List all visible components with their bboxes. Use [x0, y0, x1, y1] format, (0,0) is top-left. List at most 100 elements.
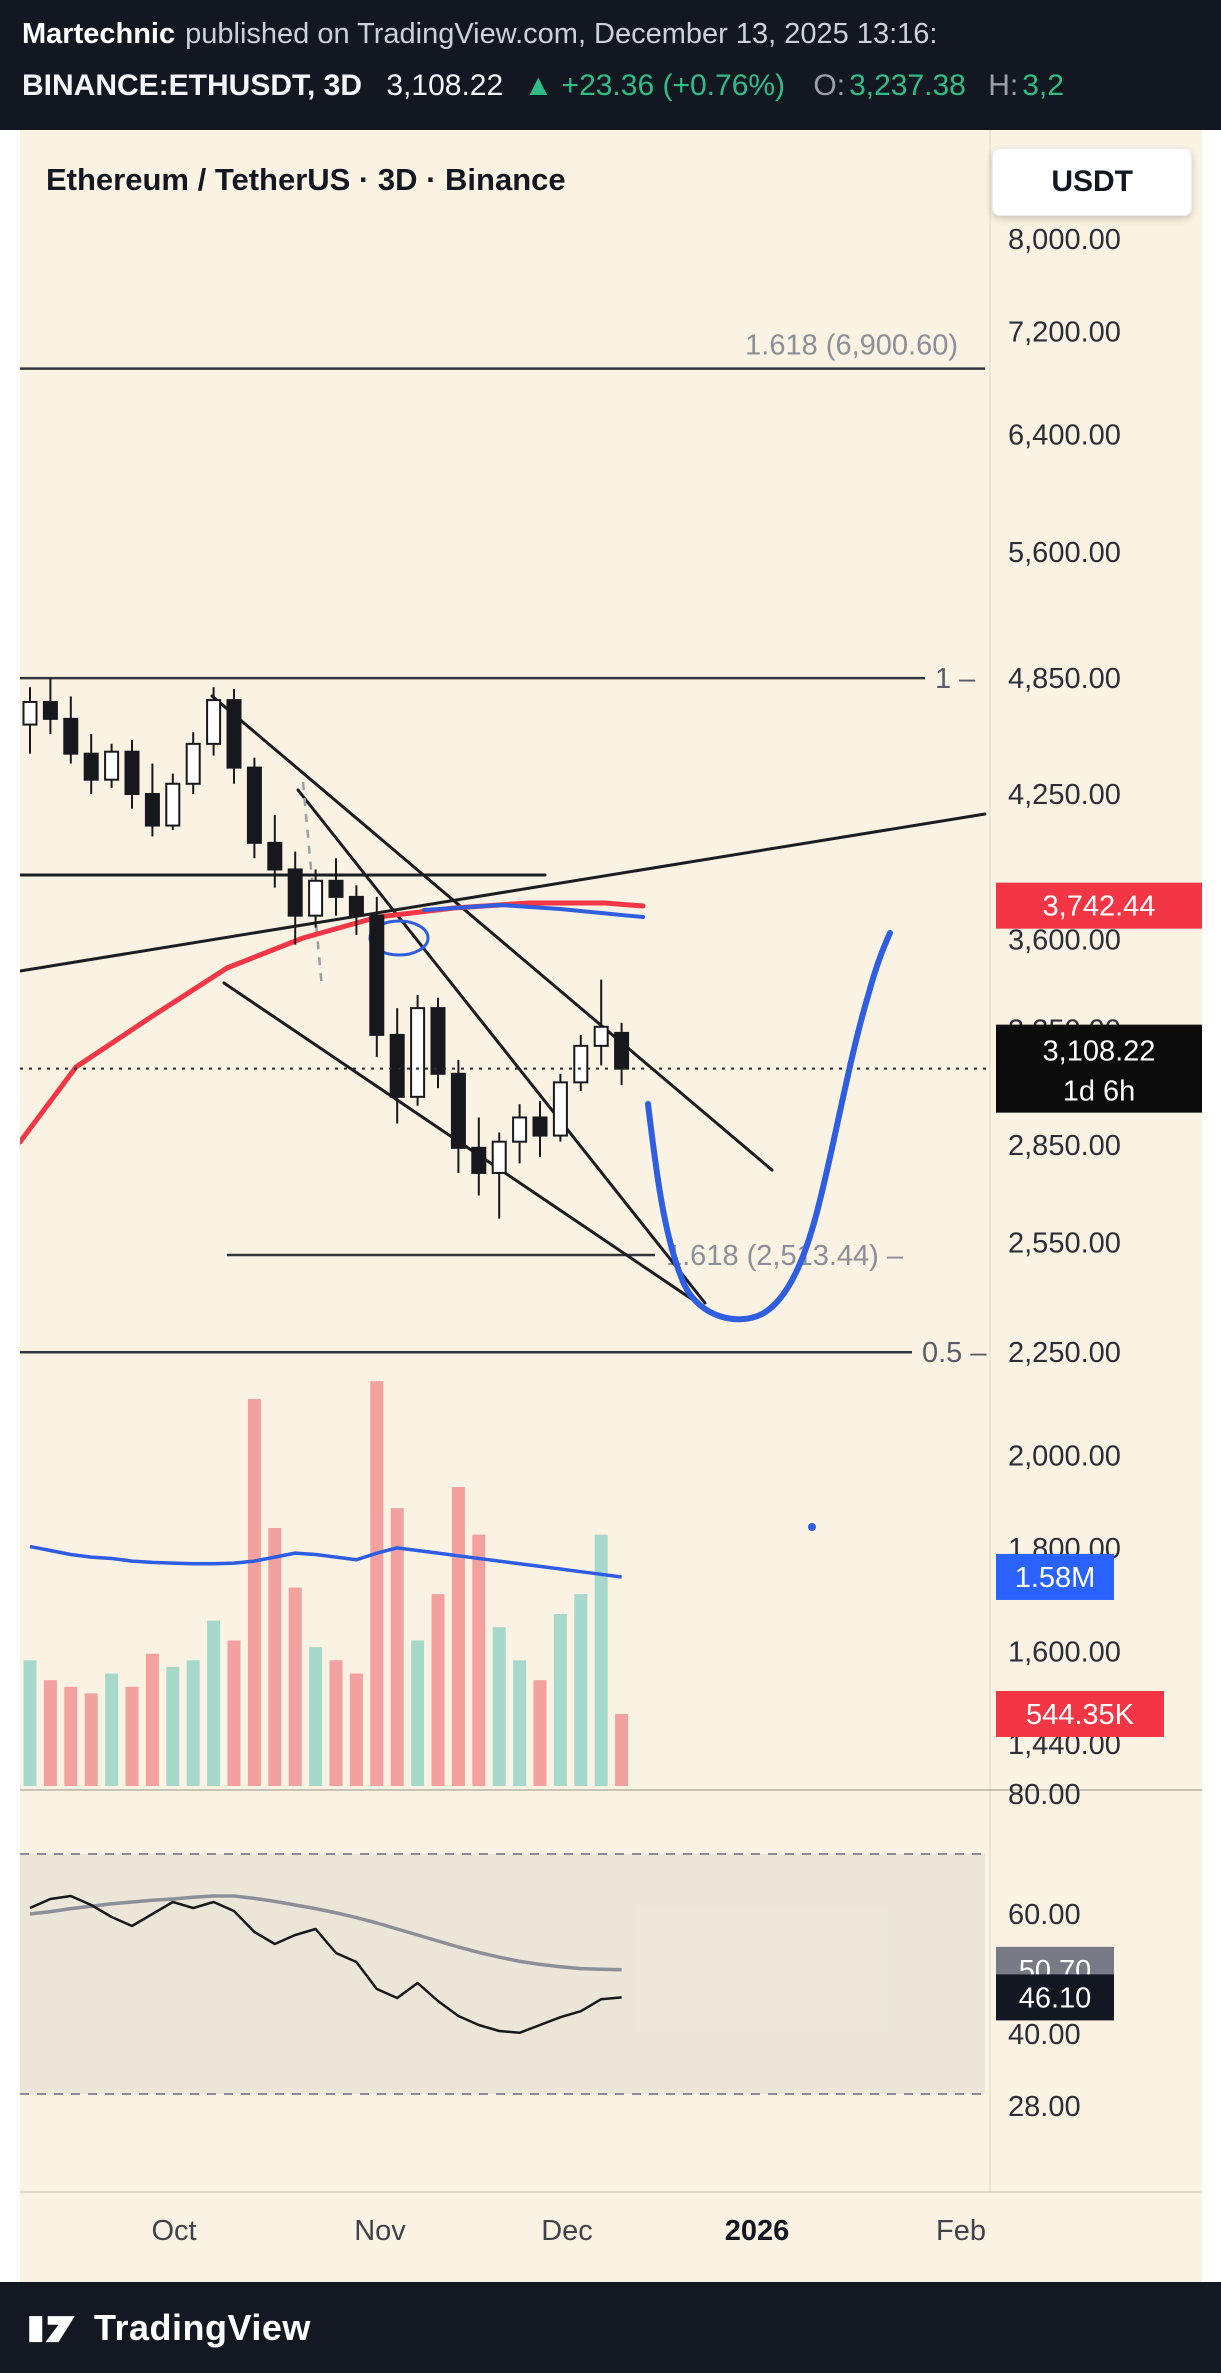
time-axis-label: Oct [151, 2215, 196, 2247]
currency-toggle-button[interactable]: USDT [992, 148, 1192, 216]
candle-body [104, 750, 120, 781]
candle-body [226, 699, 242, 769]
candle-body [573, 1044, 589, 1084]
volume-value-label [996, 1690, 1164, 1737]
rsi-tick-label: 40.00 [1008, 2019, 1081, 2051]
open-value: 3,237.38 [849, 69, 966, 102]
rsi-tick-label: 28.00 [1008, 2091, 1081, 2123]
quote-row: BINANCE:ETHUSDT, 3D 3,108.22 ▲ +23.36 (+… [22, 58, 1221, 114]
candle-body [430, 1007, 446, 1075]
price-tick-label: 1,600.00 [1008, 1636, 1121, 1668]
byline-text: published on TradingView.com, December 1… [185, 18, 938, 50]
volume-bar [288, 1587, 302, 1786]
time-axis-label: Feb [936, 2215, 986, 2247]
price-tick-label: 2,550.00 [1008, 1227, 1121, 1259]
volume-bar [370, 1381, 384, 1786]
candle-body [185, 742, 201, 785]
volume-bar [390, 1508, 404, 1786]
high-label: H: [988, 69, 1019, 102]
byline: Martechnic published on TradingView.com, … [22, 10, 1221, 58]
tradingview-logo-icon[interactable] [26, 2306, 78, 2350]
candle-body [450, 1072, 466, 1149]
ma-price-label [996, 882, 1202, 929]
candle-body [42, 700, 58, 720]
candle-body [532, 1116, 548, 1137]
candle-body [63, 717, 79, 755]
candle-body [83, 752, 99, 781]
bar-countdown-text: 1d 6h [1063, 1076, 1136, 1108]
volume-bar [411, 1640, 425, 1786]
volume-bar [329, 1660, 343, 1786]
price-tick-label: 2,000.00 [1008, 1441, 1121, 1473]
volume-bar [615, 1713, 629, 1786]
volume-bar [23, 1660, 37, 1786]
candle-body [552, 1081, 568, 1137]
last-price: 3,108.22 [386, 69, 504, 102]
brand-name[interactable]: TradingView [94, 2306, 311, 2348]
volume-bar [309, 1647, 323, 1786]
volume-bar [105, 1673, 119, 1786]
time-axis-label: 2026 [725, 2215, 790, 2247]
volume-bar [64, 1686, 78, 1786]
price-tick-label: 4,250.00 [1008, 779, 1121, 811]
volume-bar [553, 1614, 567, 1786]
volume-bar [472, 1534, 486, 1786]
blue-ma-line [422, 902, 645, 919]
projection-curve-annotation [645, 930, 893, 1323]
rsi-tick-label: 80.00 [1008, 1779, 1081, 1811]
volume-bar [431, 1594, 445, 1786]
candle-body [369, 914, 385, 1036]
volume-bar [166, 1666, 180, 1786]
volume-bar [574, 1594, 588, 1786]
last-price-label-text: 3,108.22 [1043, 1036, 1156, 1068]
rsi-value-label-text: 46.10 [1019, 1982, 1092, 2014]
volume-ma-label [996, 1553, 1114, 1600]
symbol-name: BINANCE:ETHUSDT, 3D [22, 69, 363, 102]
candle-body [593, 1025, 609, 1047]
candle-body [124, 750, 140, 796]
volume-ma-line [29, 1544, 622, 1579]
fib-label: 1.618 (2,513.44) – [666, 1240, 904, 1272]
candle-body [246, 766, 262, 844]
fib-label: 0.5 – [922, 1337, 987, 1369]
candle-body [471, 1146, 487, 1174]
volume-bar [513, 1660, 527, 1786]
trendline [20, 812, 987, 973]
volume-bar [125, 1686, 139, 1786]
candle-body [491, 1140, 507, 1174]
fib-label: 1 – [935, 663, 976, 695]
time-axis-label: Dec [541, 2215, 593, 2247]
candle-body [22, 700, 38, 726]
footer: TradingView [0, 2282, 1221, 2373]
volume-bar [84, 1693, 98, 1786]
price-tick-label: 6,400.00 [1008, 420, 1121, 452]
volume-value-label-text: 544.35K [1026, 1699, 1135, 1731]
candle-body [165, 782, 181, 827]
volume-bar [43, 1680, 57, 1786]
candle-body [144, 793, 160, 827]
volume-bar [451, 1487, 465, 1786]
header: Martechnic published on TradingView.com, … [0, 0, 1221, 130]
candle-body [308, 879, 324, 917]
volume-bar [594, 1534, 608, 1786]
candle-body [287, 868, 303, 917]
chart-canvas[interactable]: 1.618 (6,900.60) 1 – 1.618 (2,513.44) – 0.5… [20, 130, 1202, 2282]
rsi-value-label [996, 1974, 1114, 2021]
volume-bar [186, 1660, 200, 1786]
rsi-line [29, 1894, 622, 2035]
candle-body [410, 1007, 426, 1098]
change-text: +23.36 (+0.76%) [561, 69, 786, 102]
red-ma-line [20, 900, 646, 1145]
volume-bar [247, 1399, 261, 1786]
blue-dot-annotation [808, 1523, 816, 1531]
price-change: ▲ +23.36 (+0.76%) [524, 69, 786, 102]
trendline [210, 694, 774, 1172]
volume-bar [227, 1640, 241, 1786]
high-value: 3,2 [1022, 69, 1064, 102]
price-tick-label: 8,000.00 [1008, 224, 1121, 256]
price-tick-label: 7,200.00 [1008, 316, 1121, 348]
time-axis-label: Nov [354, 2215, 406, 2247]
chart-card: 1.618 (6,900.60) 1 – 1.618 (2,513.44) – 0.5… [20, 130, 1202, 2282]
candle-body [348, 895, 364, 917]
